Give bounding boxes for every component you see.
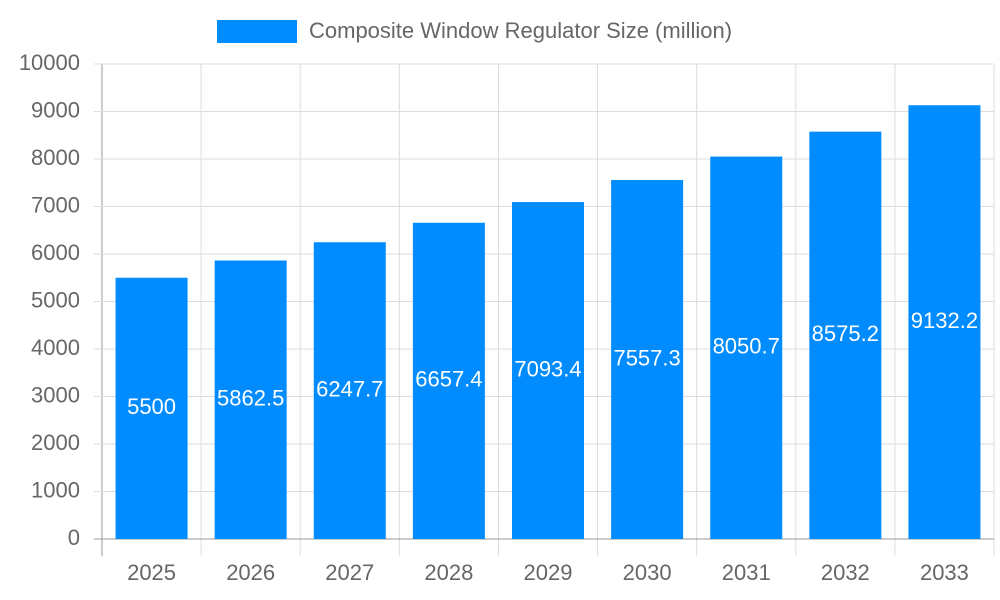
x-tick-label: 2030 — [623, 560, 672, 585]
y-tick-label: 1000 — [31, 477, 80, 502]
bar — [611, 180, 684, 539]
bar — [809, 131, 882, 540]
data-label: 8050.7 — [713, 334, 780, 359]
x-tick-label: 2032 — [821, 560, 870, 585]
bar — [710, 156, 783, 540]
legend-label: Composite Window Regulator Size (million… — [309, 18, 732, 43]
data-label: 5862.5 — [217, 386, 284, 411]
bar — [313, 242, 386, 539]
y-tick-label: 8000 — [31, 145, 80, 170]
data-label: 7557.3 — [613, 345, 680, 370]
y-tick-label: 0 — [68, 525, 80, 550]
y-tick-label: 7000 — [31, 192, 80, 217]
x-tick-label: 2029 — [524, 560, 573, 585]
y-tick-label: 2000 — [31, 430, 80, 455]
bar — [412, 222, 485, 539]
data-label: 6247.7 — [316, 376, 383, 401]
y-tick-label: 5000 — [31, 287, 80, 312]
legend-swatch — [217, 20, 297, 43]
bar — [214, 260, 287, 539]
y-tick-label: 9000 — [31, 97, 80, 122]
bar — [908, 105, 981, 540]
data-label: 8575.2 — [812, 321, 879, 346]
data-label: 9132.2 — [911, 308, 978, 333]
y-tick-label: 10000 — [19, 50, 80, 75]
data-label: 5500 — [127, 394, 176, 419]
data-label: 7093.4 — [514, 356, 581, 381]
x-tick-label: 2033 — [920, 560, 969, 585]
x-tick-label: 2025 — [127, 560, 176, 585]
bar — [115, 277, 188, 539]
y-tick-label: 4000 — [31, 335, 80, 360]
y-tick-label: 6000 — [31, 240, 80, 265]
x-tick-label: 2027 — [325, 560, 374, 585]
bar — [512, 202, 584, 539]
data-label: 6657.4 — [415, 367, 482, 392]
x-tick-label: 2026 — [226, 560, 275, 585]
x-tick-label: 2031 — [722, 560, 771, 585]
x-tick-label: 2028 — [424, 560, 473, 585]
y-tick-label: 3000 — [31, 382, 80, 407]
